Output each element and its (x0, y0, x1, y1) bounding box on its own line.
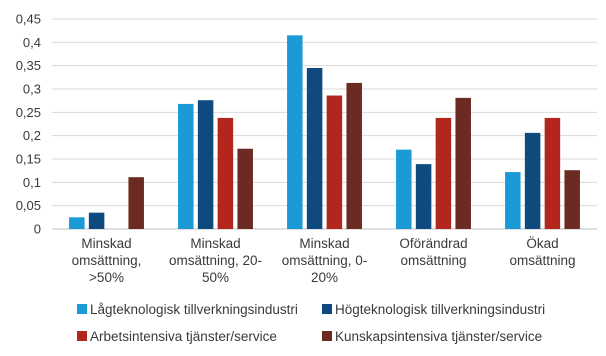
x-tick-label: omsättning, 0- (282, 253, 368, 268)
y-tick-label: 0,3 (23, 82, 41, 97)
bar (544, 117, 561, 229)
x-tick-label: Ökad (526, 236, 558, 251)
bar (306, 68, 323, 229)
y-axis-ticks: 0 0,05 0,1 0,15 0,2 0,25 0,3 0,35 0,4 0,45 (16, 12, 41, 237)
bar (505, 172, 521, 229)
legend-label: Högteknologisk tillverkningsindustri (335, 302, 545, 317)
legend-label: Kunskapsintensiva tjänster/service (335, 329, 542, 344)
bar (455, 97, 471, 229)
legend-label: Lågteknologisk tillverkningsindustri (90, 302, 298, 317)
bars (69, 35, 580, 230)
y-tick-label: 0,1 (23, 175, 41, 190)
legend-label: Arbetsintensiva tjänster/service (90, 329, 277, 344)
bar (128, 177, 144, 229)
x-tick-label: omsättning, 20- (169, 253, 262, 268)
bar (88, 212, 105, 229)
y-tick-label: 0,15 (16, 152, 41, 167)
bar (346, 82, 362, 229)
x-tick-label: Oförändrad (399, 236, 467, 251)
bar (524, 132, 541, 229)
bar (217, 117, 234, 229)
legend-swatch (77, 331, 87, 341)
x-tick-label: omsättning (400, 253, 466, 268)
legend-swatch (322, 304, 332, 314)
x-axis-labels: Minskad omsättning, >50% Minskad omsättning,… (72, 236, 576, 285)
bar (326, 95, 343, 230)
legend-swatch (322, 331, 332, 341)
legend: Lågteknologisk tillverkningsindustri Högt… (77, 302, 545, 344)
x-tick-label: omsättning (509, 253, 575, 268)
y-tick-label: 0,2 (23, 128, 41, 143)
bar (197, 100, 214, 229)
bar (237, 148, 253, 229)
y-tick-label: 0,35 (16, 58, 41, 73)
x-tick-label: 20% (311, 270, 338, 285)
bar (396, 149, 412, 229)
y-tick-label: 0,05 (16, 198, 41, 213)
bar (287, 35, 303, 230)
bar (435, 117, 452, 229)
bar (69, 217, 85, 229)
bar (178, 103, 194, 229)
bar (415, 164, 432, 229)
y-tick-label: 0 (34, 222, 41, 237)
bar (564, 170, 580, 229)
x-tick-label: Minskad (190, 236, 240, 251)
x-tick-label: Minskad (81, 236, 131, 251)
y-tick-label: 0,4 (23, 35, 41, 50)
x-tick-label: omsättning, (72, 253, 142, 268)
x-tick-label: Minskad (299, 236, 349, 251)
x-tick-label: 50% (202, 270, 229, 285)
y-tick-label: 0,25 (16, 105, 41, 120)
legend-swatch (77, 304, 87, 314)
y-tick-label: 0,45 (16, 12, 41, 27)
x-tick-label: >50% (89, 270, 124, 285)
